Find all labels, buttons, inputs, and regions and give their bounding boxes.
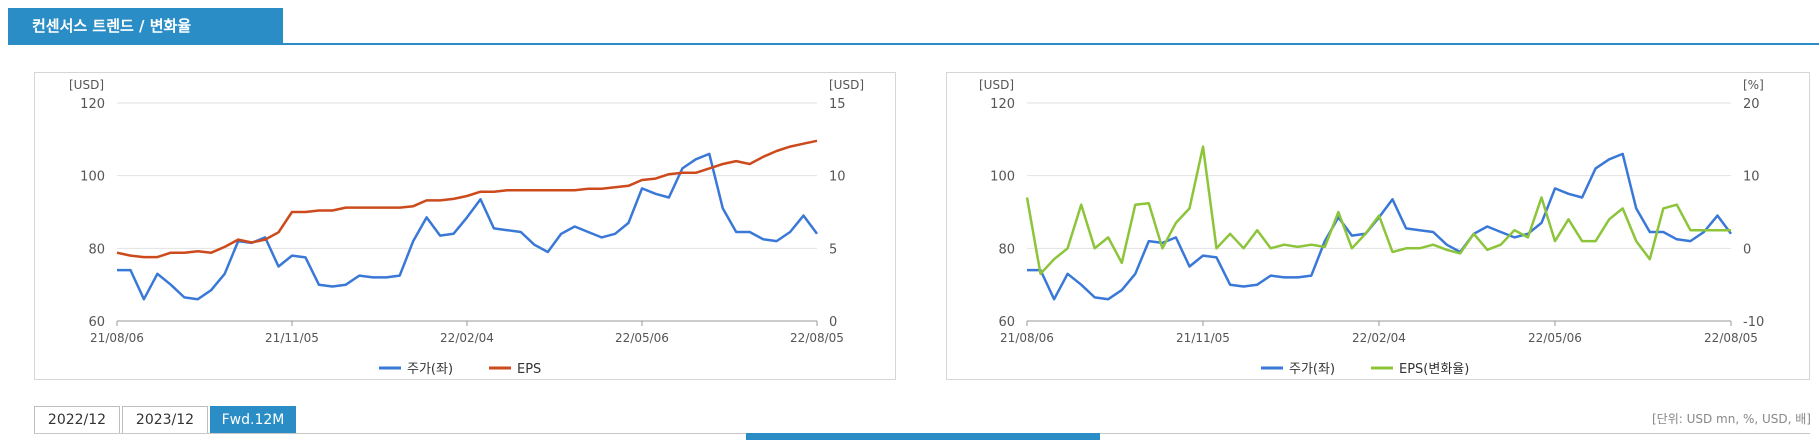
x-tick-label: 22/02/04	[440, 331, 494, 345]
y-left-unit: [USD]	[979, 78, 1014, 92]
y-right-unit: [%]	[1743, 78, 1764, 92]
legend-label: 주가(좌)	[407, 362, 453, 377]
y-left-tick-label: 100	[990, 170, 1015, 185]
x-tick-label: 21/08/06	[1000, 331, 1054, 345]
y-left-unit: [USD]	[69, 78, 104, 92]
y-right-tick-label: 20	[1743, 97, 1760, 112]
y-right-tick-label: 0	[1743, 242, 1751, 257]
y-right-tick-label: 10	[829, 170, 846, 185]
legend-label: EPS	[517, 362, 541, 377]
y-left-tick-label: 80	[998, 242, 1015, 257]
chart-price-eps: 60 80 100 120 0 5 10 15 [USD] [USD] 21/08/06 21/11/…	[69, 78, 864, 377]
chart-panel-price-eps: 60 80 100 120 0 5 10 15 [USD] [USD] 21/08/06 21/11/…	[34, 72, 896, 380]
y-right-tick-label: 15	[829, 97, 846, 112]
x-tick-label: 22/05/06	[615, 331, 669, 345]
series-line-1	[116, 139, 818, 259]
y-right-tick-label: 10	[1743, 170, 1760, 185]
y-right-tick-label: -10	[1743, 315, 1764, 330]
y-left-tick-label: 80	[88, 242, 105, 257]
y-left-tick-label: 60	[88, 315, 105, 330]
series-line-1	[1025, 145, 1731, 276]
tab-2023-12[interactable]: 2023/12	[122, 406, 208, 434]
x-tick-label: 22/08/05	[790, 331, 844, 345]
tab-fwd-12m[interactable]: Fwd.12M	[210, 406, 296, 434]
x-tick-label: 21/11/05	[1176, 331, 1230, 345]
series-line-0	[117, 152, 819, 301]
y-right-unit: [USD]	[829, 78, 864, 92]
table-header-accent	[746, 433, 1100, 440]
section-header: 컨센서스 트렌드 / 변화율	[8, 8, 1819, 45]
y-right-tick-label: 5	[829, 242, 837, 257]
y-left-tick-label: 120	[80, 97, 105, 112]
legend-label: 주가(좌)	[1289, 362, 1335, 377]
unit-note: [단위: USD mn, %, USD, 배]	[1651, 412, 1811, 426]
x-tick-label: 22/08/05	[1704, 331, 1758, 345]
legend-label: EPS(변화율)	[1399, 362, 1469, 377]
x-tick-label: 21/08/06	[90, 331, 144, 345]
y-left-tick-label: 120	[990, 97, 1015, 112]
x-tick-label: 22/02/04	[1352, 331, 1406, 345]
tab-2022-12[interactable]: 2022/12	[34, 406, 120, 434]
x-tick-label: 21/11/05	[265, 331, 319, 345]
chart-panel-price-eps-change: 60 80 100 120 -10 0 10 20 [USD] [%] 21/08/06 21/11/…	[946, 72, 1810, 380]
y-right-tick-label: 0	[829, 315, 837, 330]
y-left-tick-label: 60	[998, 315, 1015, 330]
x-tick-label: 22/05/06	[1528, 331, 1582, 345]
y-left-tick-label: 100	[80, 170, 105, 185]
chart-price-eps-change: 60 80 100 120 -10 0 10 20 [USD] [%] 21/08/06 21/11/…	[979, 78, 1764, 377]
section-title: 컨센서스 트렌드 / 변화율	[8, 8, 283, 45]
